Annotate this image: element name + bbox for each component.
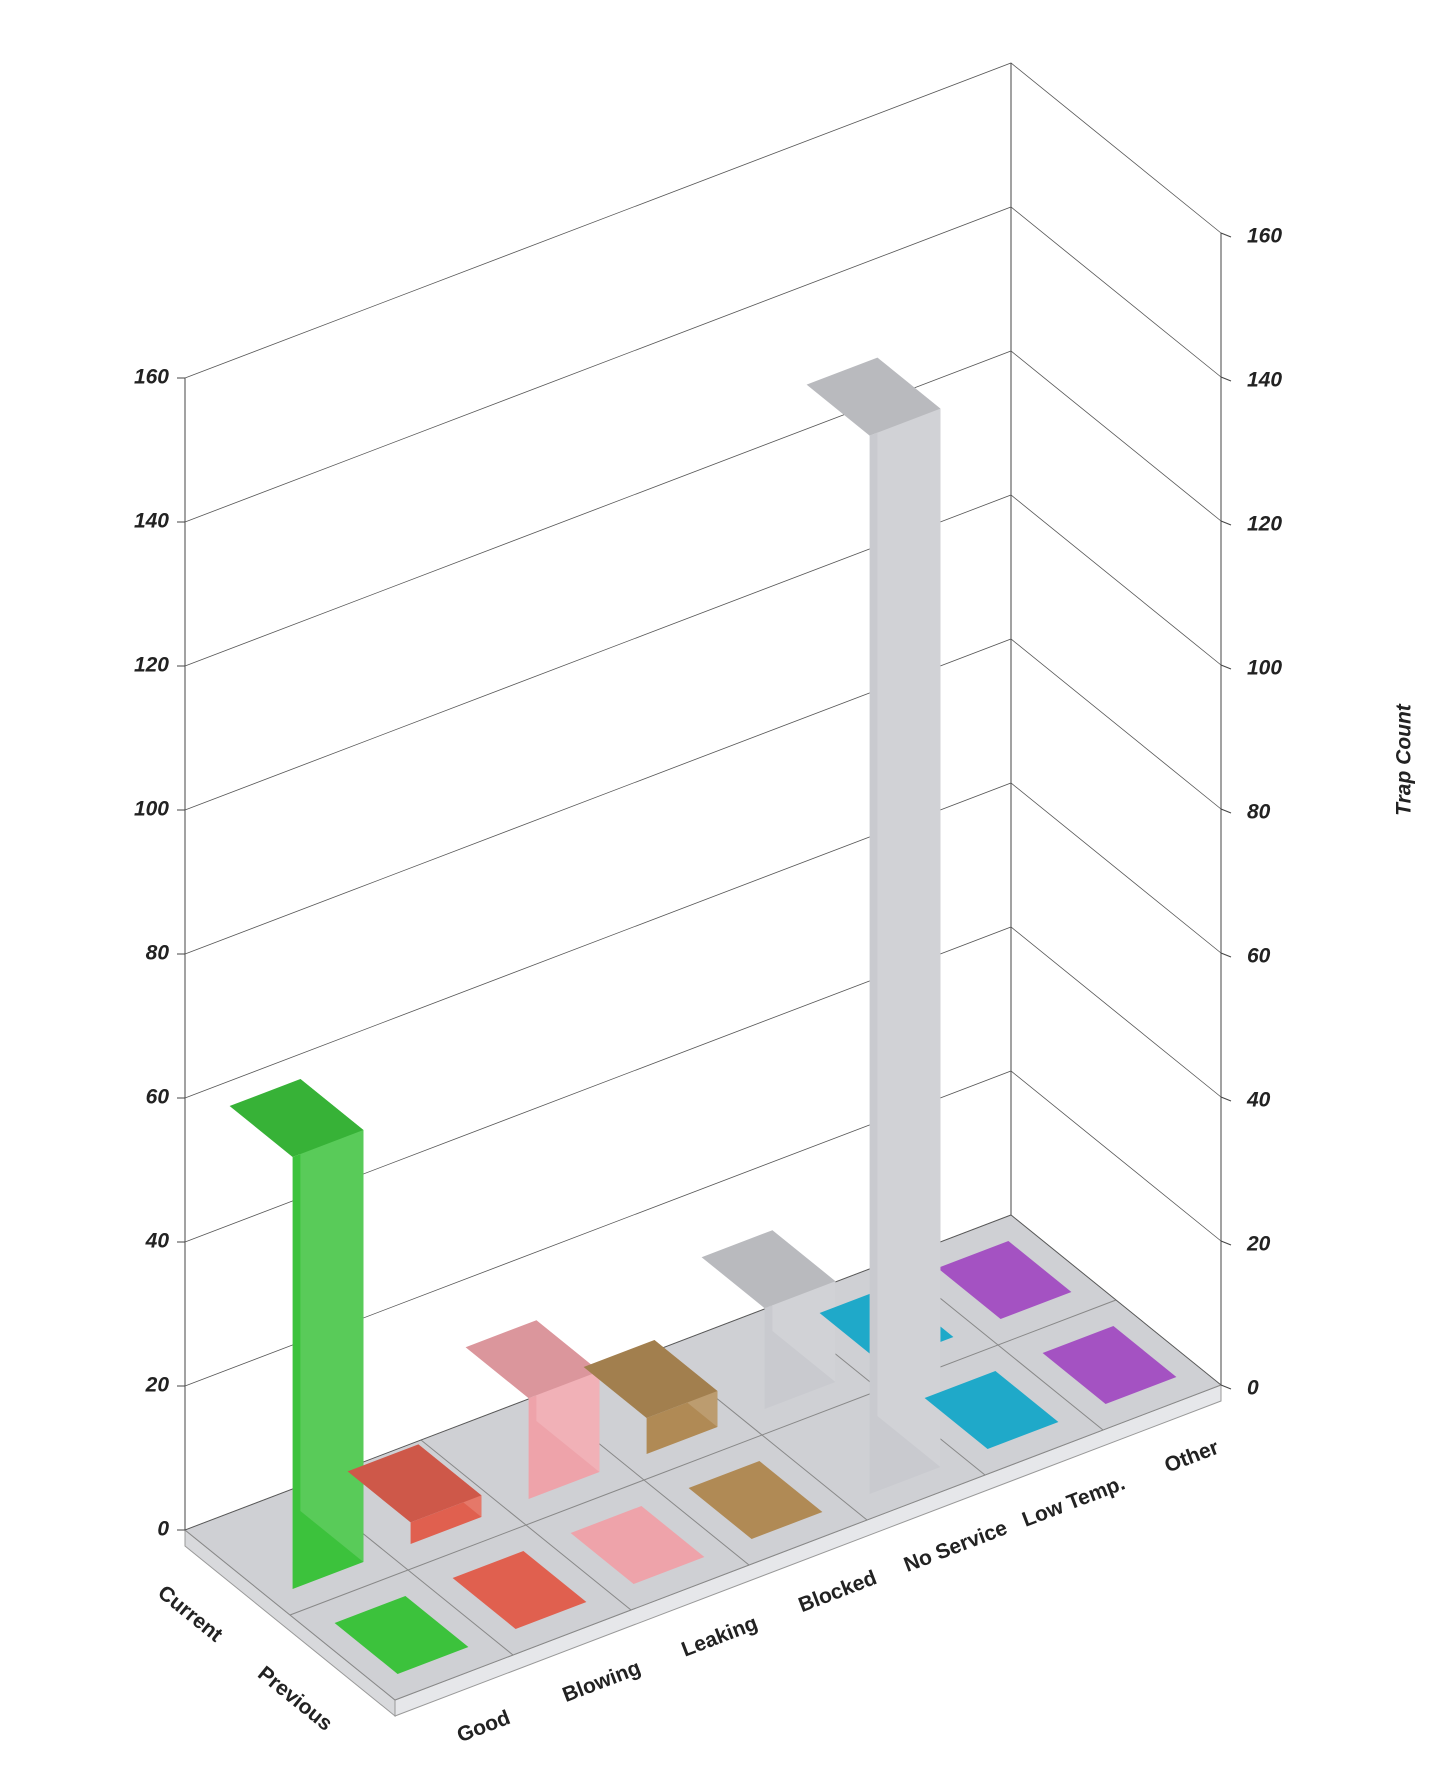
- bar: [1042, 1326, 1177, 1404]
- bar: [347, 1444, 482, 1544]
- bar-side: [877, 357, 941, 1468]
- y-tick-label: 160: [134, 366, 169, 389]
- y-tick-label: 20: [145, 1374, 170, 1397]
- bar: [937, 1241, 1072, 1319]
- bar: [465, 1320, 600, 1499]
- bar: [452, 1551, 587, 1629]
- y-tick-label: 60: [1247, 945, 1271, 968]
- bar: [924, 1371, 1059, 1449]
- bar-top: [806, 357, 941, 436]
- bar-top: [937, 1241, 1072, 1319]
- x-tick-label: Blowing: [559, 1656, 643, 1707]
- y-tick-label: 0: [157, 1518, 169, 1541]
- bar: [334, 1596, 469, 1674]
- bar: [229, 1079, 364, 1589]
- x-tick-label: No Service: [901, 1516, 1011, 1576]
- grid-line: [184, 1070, 1222, 1387]
- y-tick: [1220, 232, 1232, 238]
- bar-side: [300, 1079, 364, 1562]
- bar: [570, 1506, 705, 1584]
- grid-line: [184, 350, 1222, 667]
- y-tick: [1220, 952, 1232, 958]
- bar-top: [465, 1320, 600, 1399]
- bar: [701, 1230, 836, 1409]
- y-tick-label: 40: [145, 1230, 170, 1253]
- y-tick: [1220, 520, 1232, 526]
- y-tick-label: 100: [134, 798, 169, 821]
- y-tick: [1220, 1096, 1232, 1102]
- grid-line: [184, 782, 1222, 1099]
- bar-top: [1042, 1326, 1177, 1404]
- x-tick-label: Other: [1161, 1436, 1222, 1478]
- grid-line: [184, 1214, 1222, 1531]
- grid-line: [184, 638, 1222, 955]
- bar-top: [583, 1340, 718, 1418]
- bar-top: [570, 1506, 705, 1584]
- y-tick-label: 140: [1247, 369, 1282, 392]
- bar-top: [701, 1230, 836, 1309]
- grid-line: [184, 206, 1222, 523]
- x-tick-label: Leaking: [678, 1612, 760, 1662]
- bar-top: [347, 1444, 482, 1523]
- y-tick: [1220, 808, 1232, 814]
- series-label: Current: [153, 1581, 226, 1647]
- x-tick-label: Good: [454, 1706, 513, 1747]
- bar: [583, 1340, 718, 1454]
- y-tick-label: 160: [1247, 225, 1282, 248]
- y-tick-label: 40: [1246, 1089, 1271, 1112]
- bar-top: [229, 1079, 364, 1157]
- bar-top: [688, 1461, 823, 1539]
- grid-line: [184, 494, 1222, 811]
- y-tick: [1220, 664, 1232, 670]
- series-label: Previous: [253, 1662, 336, 1736]
- grid-line: [184, 62, 1222, 379]
- x-tick-label: Low Temp.: [1019, 1472, 1128, 1532]
- y-tick-label: 80: [1247, 801, 1271, 824]
- y-tick-label: 120: [134, 654, 169, 677]
- x-tick-label: Blocked: [795, 1566, 880, 1617]
- bar-top: [924, 1371, 1059, 1449]
- y-tick-label: 100: [1247, 657, 1282, 680]
- y-tick: [1220, 1384, 1232, 1390]
- y-tick-label: 60: [146, 1086, 170, 1109]
- bar: [806, 357, 941, 1495]
- floor-line: [289, 1299, 1117, 1616]
- bar: [688, 1461, 823, 1539]
- y-tick-label: 140: [134, 510, 169, 533]
- grid-line: [184, 926, 1222, 1243]
- y-tick-label: 0: [1247, 1377, 1259, 1400]
- y-tick: [1220, 1240, 1232, 1246]
- y-tick-label: 80: [146, 942, 170, 965]
- y-tick-label: 120: [1247, 513, 1282, 536]
- bar-top: [334, 1596, 469, 1674]
- bar-top: [452, 1551, 587, 1629]
- bar-front: [410, 1495, 482, 1544]
- y-axis-title: Trap Count: [1393, 703, 1416, 816]
- y-tick-label: 20: [1246, 1233, 1271, 1256]
- y-tick: [1220, 376, 1232, 382]
